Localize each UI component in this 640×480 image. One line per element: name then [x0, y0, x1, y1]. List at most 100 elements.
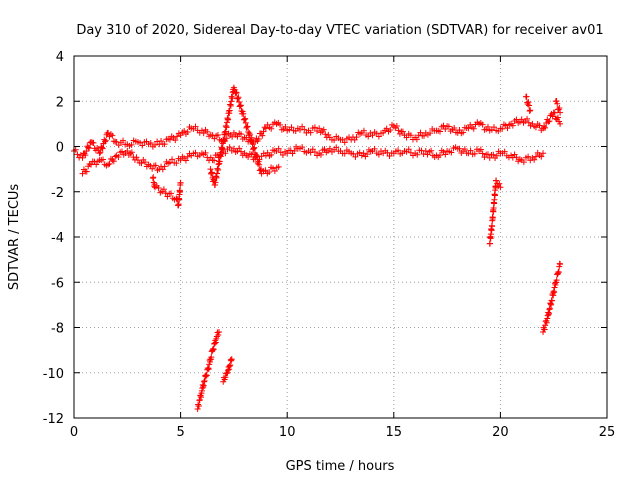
data-point-fill — [173, 160, 180, 167]
data-point-fill — [138, 160, 145, 167]
data-point-fill — [321, 146, 328, 153]
data-point-fill — [393, 123, 400, 130]
data-point-fill — [499, 125, 506, 132]
data-point-fill — [479, 150, 486, 157]
data-point-fill — [461, 146, 468, 153]
data-point-fill — [93, 161, 100, 168]
data-point-fill — [413, 136, 420, 143]
data-point-fill — [97, 149, 104, 156]
y-tick-label: 4 — [56, 50, 64, 65]
data-point-fill — [414, 151, 421, 158]
data-point-fill — [532, 124, 539, 131]
data-point-fill — [553, 97, 560, 104]
data-point-fill — [118, 148, 125, 155]
data-point-fill — [307, 129, 314, 136]
data-point-fill — [165, 135, 172, 142]
data-point-fill — [104, 130, 111, 137]
data-point-fill — [436, 128, 443, 135]
data-point-fill — [546, 310, 553, 317]
data-point — [262, 125, 269, 132]
data-point-fill — [244, 123, 251, 130]
data-point-fill — [184, 153, 191, 160]
data-point-fill — [226, 366, 233, 373]
data-point-fill — [227, 356, 234, 363]
data-point-fill — [307, 149, 314, 156]
data-point-fill — [463, 150, 470, 157]
data-point-fill — [445, 123, 452, 130]
data-point-fill — [253, 151, 260, 158]
data-point-fill — [479, 121, 486, 128]
data-point-fill — [236, 103, 243, 110]
data-point-fill — [489, 223, 496, 230]
data-point-fill — [271, 168, 278, 175]
data-point-fill — [367, 148, 374, 155]
data-point-fill — [99, 145, 106, 152]
data-point-fill — [527, 122, 534, 129]
data-point-fill — [210, 346, 217, 353]
data-point-fill — [215, 331, 222, 338]
data-point-fill — [549, 113, 556, 120]
data-point-fill — [299, 144, 306, 151]
data-point-fill — [325, 147, 332, 154]
data-point-fill — [216, 158, 223, 165]
data-point-fill — [175, 130, 182, 137]
x-tick-label: 15 — [386, 425, 403, 440]
data-point-fill — [365, 133, 372, 140]
data-point-fill — [182, 157, 189, 164]
data-point-fill — [225, 116, 232, 123]
data-point-fill — [86, 160, 93, 167]
data-point-fill — [388, 150, 395, 157]
data-point-fill — [525, 119, 532, 126]
data-point-fill — [245, 154, 252, 161]
data-point-fill — [260, 128, 267, 135]
data-point-fill — [357, 130, 364, 137]
data-point-fill — [238, 148, 245, 155]
data-point-fill — [463, 124, 470, 131]
data-point-fill — [389, 121, 396, 128]
data-point-fill — [204, 128, 211, 135]
data-point-fill — [311, 149, 318, 156]
data-point-fill — [352, 153, 359, 160]
data-point-fill — [112, 153, 119, 160]
data-point-fill — [555, 269, 562, 276]
data-point-fill — [417, 129, 424, 136]
data-point-fill — [237, 102, 244, 109]
y-tick-label: -10 — [43, 367, 64, 382]
data-point-fill — [196, 152, 203, 159]
data-point-fill — [375, 133, 382, 140]
data-point-fill — [195, 403, 202, 410]
data-point-fill — [233, 89, 240, 96]
data-point-fill — [541, 326, 548, 333]
data-point-fill — [147, 139, 154, 146]
data-point-fill — [122, 141, 129, 148]
data-point-fill — [271, 147, 278, 154]
data-point-fill — [490, 205, 497, 212]
data-point-fill — [112, 138, 119, 145]
data-point — [203, 372, 210, 379]
data-point-fill — [231, 86, 238, 93]
data-point-fill — [247, 131, 254, 138]
data-point-fill — [335, 135, 342, 142]
data-point-fill — [275, 145, 282, 152]
data-point-fill — [486, 240, 493, 247]
data-point-fill — [474, 119, 481, 126]
data-point-fill — [501, 148, 508, 155]
data-point-fill — [158, 137, 165, 144]
y-tick-label: -8 — [51, 322, 64, 337]
data-point-fill — [219, 145, 226, 152]
data-point-fill — [405, 146, 412, 153]
data-point-fill — [282, 148, 289, 155]
data-point-fill — [228, 357, 235, 364]
data-point-fill — [106, 133, 113, 140]
data-point-fill — [211, 157, 218, 164]
data-point-fill — [155, 185, 162, 192]
data-point — [228, 356, 235, 363]
data-point-fill — [177, 188, 184, 195]
data-point-fill — [176, 196, 183, 203]
y-tick-label: -6 — [51, 276, 64, 291]
data-point-fill — [266, 169, 273, 176]
data-point-fill — [353, 134, 360, 141]
data-point-fill — [477, 146, 484, 153]
data-point-fill — [109, 156, 116, 163]
